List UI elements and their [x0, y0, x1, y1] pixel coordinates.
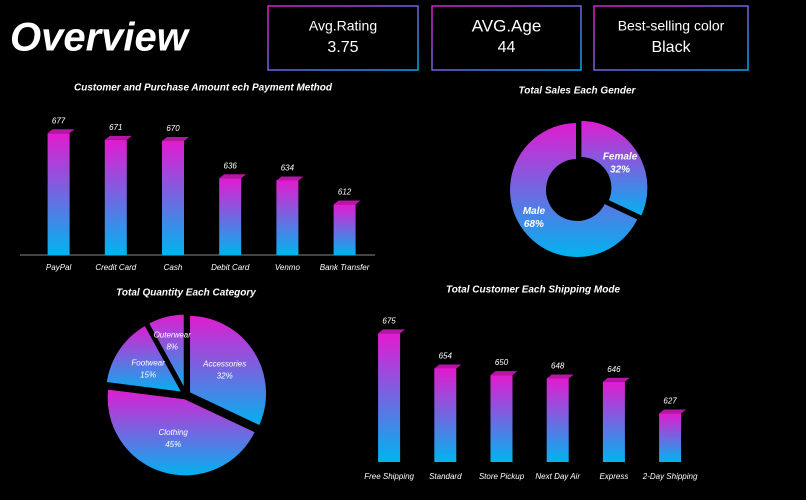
- x-tick-label: PayPal: [46, 263, 72, 272]
- slice-label: Outerwear: [154, 331, 192, 340]
- slice-label: Accessories: [202, 360, 246, 369]
- data-label: 636: [224, 161, 238, 170]
- page-title: Overview: [10, 16, 191, 60]
- kpi-value: 3.75: [327, 39, 358, 56]
- data-label: 646: [607, 365, 621, 374]
- kpi-value: Black: [651, 39, 691, 56]
- slice-value: 15%: [140, 370, 156, 379]
- pie-slice: [187, 312, 270, 430]
- bar: [162, 140, 184, 255]
- slice-label: Male: [523, 206, 546, 217]
- bar: [276, 180, 299, 255]
- kpi-label: AVG.Age: [472, 16, 542, 35]
- x-tick-label: Venmo: [275, 263, 301, 272]
- data-label: 648: [551, 362, 565, 371]
- bar: [47, 133, 70, 255]
- bar: [490, 375, 513, 462]
- chart-title: Customer and Purchase Amount ech Payment…: [74, 83, 333, 94]
- kpi-label: Best-selling color: [618, 18, 725, 34]
- pie-slice: [145, 311, 187, 393]
- pie-slice: [103, 322, 187, 396]
- bar-top: [546, 374, 574, 379]
- bar: [333, 204, 356, 255]
- bar: [602, 381, 625, 462]
- bar-top: [378, 329, 406, 334]
- slice-value: 32%: [610, 164, 630, 175]
- donut-slice: [508, 120, 640, 259]
- slice-label: Footwear: [131, 358, 165, 367]
- x-tick-label: Store Pickup: [479, 472, 525, 481]
- donut-slice: [579, 118, 650, 219]
- kpi-value: 44: [498, 39, 516, 56]
- data-label: 634: [281, 164, 295, 173]
- bar-top: [490, 371, 518, 376]
- x-tick-label: Free Shipping: [364, 472, 414, 481]
- bar-top: [219, 174, 247, 179]
- chart-title: Total Quantity Each Category: [116, 288, 256, 299]
- bar-top: [659, 409, 687, 414]
- pie-slice: [104, 386, 259, 479]
- x-tick-label: Debit Card: [211, 263, 250, 272]
- x-tick-label: 2-Day Shipping: [642, 472, 698, 481]
- data-label: 677: [52, 116, 66, 125]
- slice-value: 32%: [217, 372, 233, 381]
- x-tick-label: Bank Transfer: [320, 263, 370, 272]
- x-tick-label: Credit Card: [95, 263, 136, 272]
- kpi-label: Avg.Rating: [309, 18, 377, 34]
- x-tick-label: Next Day Air: [535, 472, 580, 481]
- x-tick-label: Standard: [429, 472, 462, 481]
- bar: [219, 178, 242, 255]
- data-label: 650: [495, 358, 509, 367]
- bar-top: [104, 135, 132, 140]
- chart-title: Total Customer Each Shipping Mode: [446, 285, 621, 296]
- kpi-box: [593, 5, 749, 71]
- bar-top: [602, 377, 630, 382]
- x-tick-label: Cash: [164, 263, 183, 272]
- bar: [378, 333, 401, 462]
- bar: [546, 378, 569, 462]
- chart-title: Total Sales Each Gender: [519, 86, 637, 97]
- data-label: 612: [338, 188, 352, 197]
- bar: [659, 413, 682, 462]
- x-tick-label: Express: [599, 472, 628, 481]
- bar: [434, 368, 457, 462]
- kpi-box: [267, 5, 419, 71]
- bar-top: [333, 200, 361, 205]
- slice-value: 45%: [165, 440, 181, 449]
- slice-label: Clothing: [159, 428, 189, 437]
- data-label: 627: [663, 397, 677, 406]
- bar: [104, 139, 127, 255]
- data-label: 654: [439, 352, 453, 361]
- bar-top: [434, 364, 462, 369]
- slice-value: 8%: [166, 343, 178, 352]
- bar-top: [47, 129, 75, 134]
- slice-value: 68%: [524, 219, 544, 230]
- data-label: 670: [166, 124, 180, 133]
- slice-label: Female: [603, 151, 638, 162]
- bar-top: [162, 136, 189, 141]
- bar-top: [276, 176, 304, 181]
- data-label: 675: [382, 316, 396, 325]
- kpi-box: [431, 5, 582, 71]
- data-label: 671: [109, 123, 122, 132]
